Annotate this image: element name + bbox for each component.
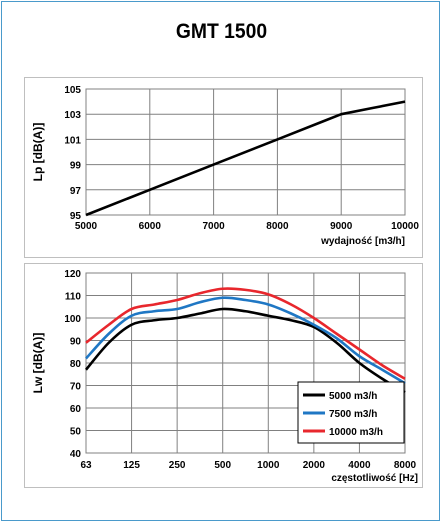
bottom-y-tick-label: 60 <box>70 404 82 415</box>
top-y-tick-label: 99 <box>70 161 82 172</box>
legend-label-5000: 5000 m3/h <box>329 391 377 402</box>
bottom-x-tick-label: 4000 <box>348 460 371 471</box>
chart-panel-top <box>24 77 423 258</box>
top-y-tick-label: 95 <box>70 211 82 222</box>
top-y-tick-label: 101 <box>64 135 81 146</box>
top-y-tick-label: 97 <box>70 186 82 197</box>
legend-label-10000: 10000 m3/h <box>329 427 383 438</box>
top-series-line <box>85 100 406 217</box>
legend-label-7500: 7500 m3/h <box>329 409 377 420</box>
chart-panel-bottom <box>24 263 423 488</box>
series-line-7500 <box>85 296 406 385</box>
top-x-tick-label: 5000 <box>75 221 98 232</box>
bottom-y-tick-label: 100 <box>64 314 81 325</box>
top-plot-border <box>85 88 406 216</box>
bottom-x-tick-label: 63 <box>80 460 92 471</box>
bottom-plot-border <box>85 272 406 454</box>
bottom-y-tick-label: 70 <box>70 382 82 393</box>
bottom-x-tick-label: 500 <box>214 460 231 471</box>
bottom-y-tick-label: 50 <box>70 427 82 438</box>
top-x-tick-label: 8000 <box>266 221 289 232</box>
top-y-axis-label: Lp [dB(A)] <box>31 123 45 182</box>
bottom-x-tick-label: 2000 <box>303 460 326 471</box>
bottom-y-tick-label: 40 <box>70 449 82 460</box>
top-y-tick-label: 105 <box>64 85 81 96</box>
bottom-y-tick-label: 80 <box>70 359 82 370</box>
bottom-y-tick-label: 90 <box>70 337 82 348</box>
bottom-x-axis-label: częstotliwość [Hz] <box>331 473 418 484</box>
bottom-x-tick-label: 125 <box>123 460 140 471</box>
bottom-y-tick-label: 110 <box>65 292 82 303</box>
top-x-tick-label: 10000 <box>391 221 419 232</box>
top-x-tick-label: 6000 <box>139 221 162 232</box>
bottom-y-tick-label: 120 <box>64 269 81 280</box>
bottom-y-axis-label: Lw [dB(A)] <box>31 333 45 394</box>
bottom-x-tick-label: 8000 <box>394 460 417 471</box>
top-x-axis-label: wydajność [m3/h] <box>320 236 405 247</box>
top-x-tick-label: 7000 <box>202 221 225 232</box>
series-line-10000 <box>85 287 406 380</box>
top-y-tick-label: 103 <box>64 110 81 121</box>
figure-title: GMT 1500 <box>175 20 268 43</box>
series-line-5000 <box>85 307 406 394</box>
top-x-tick-label: 9000 <box>330 221 353 232</box>
bottom-x-tick-label: 250 <box>169 460 186 471</box>
bottom-x-tick-label: 1000 <box>257 460 280 471</box>
